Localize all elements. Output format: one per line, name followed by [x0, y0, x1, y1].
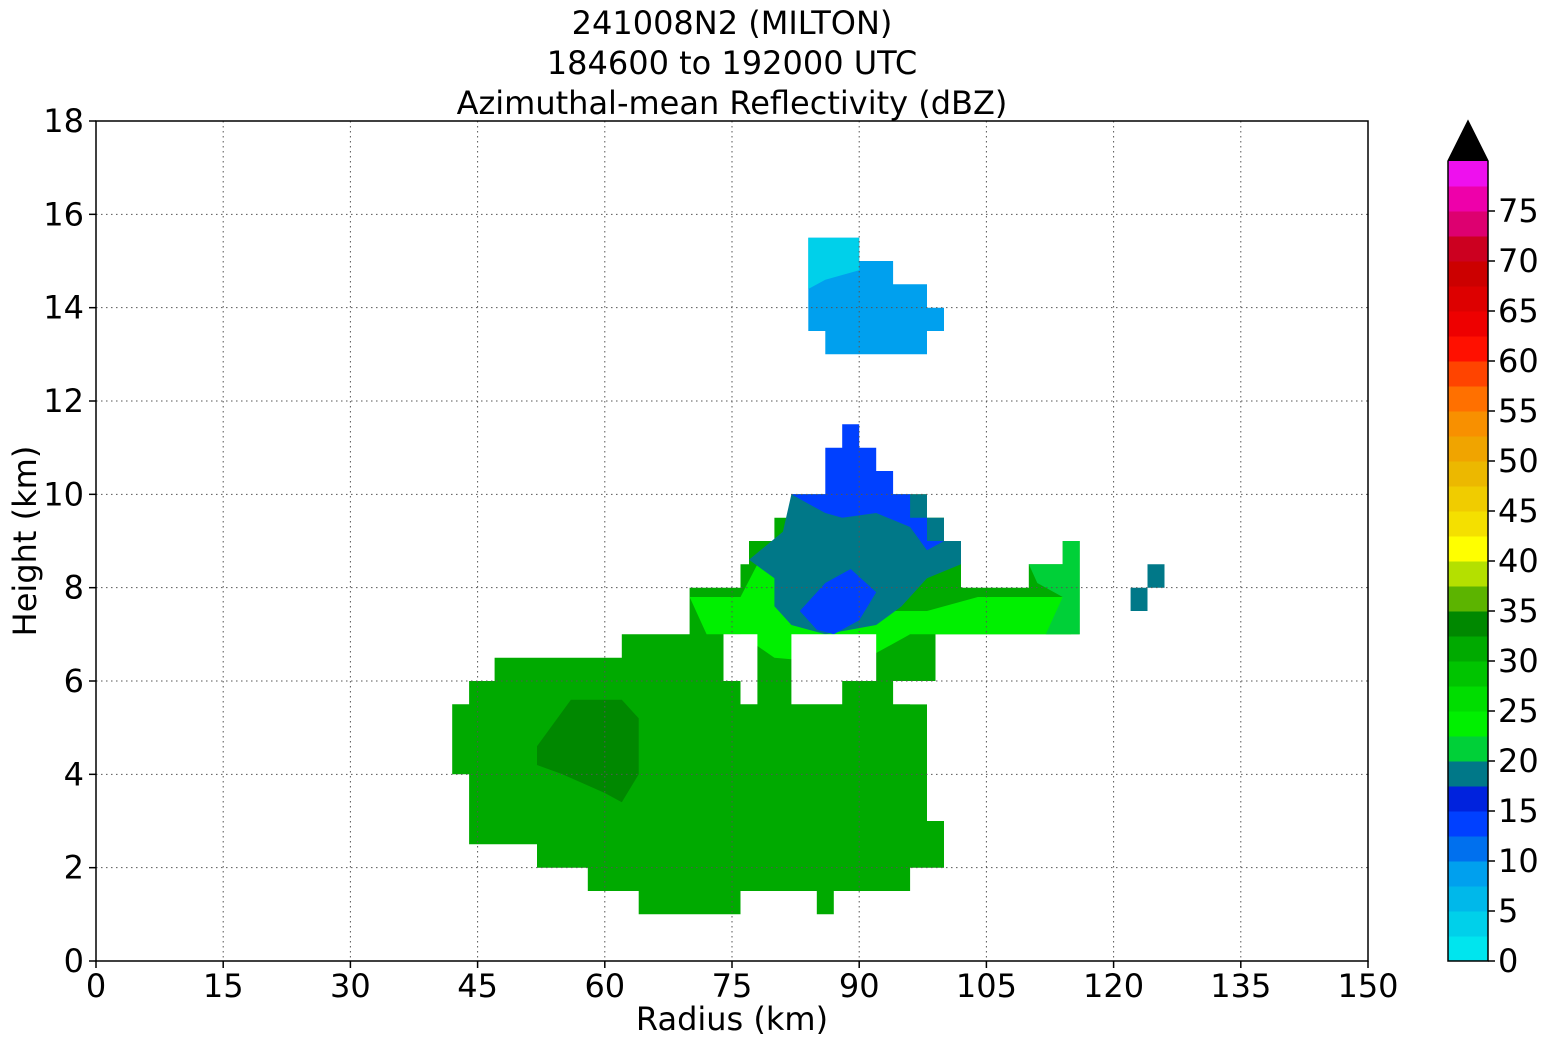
colorbar-tick-label: 70: [1498, 242, 1539, 280]
y-tick-label: 4: [64, 755, 84, 793]
colorbar-segment: [1448, 311, 1488, 337]
colorbar-segment: [1448, 836, 1488, 862]
x-tick-label: 60: [584, 967, 625, 1005]
y-tick-label: 8: [64, 569, 84, 607]
colorbar-tick-label: 60: [1498, 342, 1539, 380]
colorbar-tick-label: 5: [1498, 892, 1518, 930]
y-tick-label: 18: [43, 102, 84, 140]
colorbar-extend-arrow: [1448, 121, 1488, 161]
x-axis: 0 15 30 45 60 75 90 105 120 135 150: [86, 961, 1399, 1005]
colorbar-segment: [1448, 661, 1488, 687]
colorbar-tick-label: 15: [1498, 792, 1539, 830]
colorbar-segment: [1448, 161, 1488, 187]
x-tick-label: 90: [839, 967, 880, 1005]
colorbar-segment: [1448, 361, 1488, 387]
colorbar-segment: [1448, 786, 1488, 812]
plot-area: [452, 237, 1165, 915]
y-axis: 0 2 4 6 8 10 12 14 16 18: [43, 102, 96, 980]
reflectivity-region-2: [749, 494, 961, 635]
colorbar-segment: [1448, 411, 1488, 437]
colorbar-segment: [1448, 511, 1488, 537]
colorbar-tick-label: 50: [1498, 442, 1539, 480]
x-tick-label: 120: [1083, 967, 1144, 1005]
colorbar-segment: [1448, 911, 1488, 937]
colorbar-tick-label: 40: [1498, 542, 1539, 580]
colorbar-tick-label: 30: [1498, 642, 1539, 680]
y-tick-label: 0: [64, 942, 84, 980]
colorbar-segment: [1448, 586, 1488, 612]
colorbar-tick-label: 45: [1498, 492, 1539, 530]
colorbar-segment: [1448, 611, 1488, 637]
reflectivity-region-10: [808, 237, 860, 289]
reflectivity-region-3: [1028, 541, 1080, 635]
x-tick-label: 15: [203, 967, 244, 1005]
colorbar-tick-label: 0: [1498, 942, 1518, 980]
colorbar-segment: [1448, 461, 1488, 487]
y-tick-label: 2: [64, 849, 84, 887]
colorbar-tick-label: 65: [1498, 292, 1539, 330]
x-tick-label: 75: [712, 967, 753, 1005]
colorbar-tick-label: 25: [1498, 692, 1539, 730]
reflectivity-region-4: [791, 424, 944, 551]
colorbar-segment: [1448, 886, 1488, 912]
y-tick-label: 10: [43, 475, 84, 513]
colorbar-tick-label: 75: [1498, 192, 1539, 230]
colorbar-segment: [1448, 436, 1488, 462]
chart-title-line-3: Azimuthal-mean Reflectivity (dBZ): [456, 84, 1008, 122]
y-tick-label: 14: [43, 289, 84, 327]
colorbar-segment: [1448, 236, 1488, 262]
reflectivity-region-6: [1130, 564, 1165, 611]
colorbar: 0 5 10 15 20 25 30 35 40 45 50 55 60 65 70 75: [1447, 119, 1539, 980]
colorbar-segment: [1448, 636, 1488, 662]
colorbar-segment: [1448, 386, 1488, 412]
colorbar-segment: [1448, 711, 1488, 737]
y-tick-label: 12: [43, 382, 84, 420]
colorbar-tick-label: 10: [1498, 842, 1539, 880]
y-tick-label: 16: [43, 195, 84, 233]
colorbar-segment: [1448, 861, 1488, 887]
colorbar-segment: [1448, 336, 1488, 362]
x-tick-label: 150: [1337, 967, 1398, 1005]
colorbar-tick-label: 35: [1498, 592, 1539, 630]
colorbar-segment: [1448, 761, 1488, 787]
x-tick-label: 30: [330, 967, 371, 1005]
colorbar-segment: [1448, 186, 1488, 212]
colorbar-tick-label: 20: [1498, 742, 1539, 780]
x-tick-label: 0: [86, 967, 106, 1005]
colorbar-segment: [1448, 211, 1488, 237]
reflectivity-region-5: [799, 569, 877, 635]
colorbar-outline: [1447, 119, 1489, 962]
x-axis-label: Radius (km): [636, 1000, 828, 1038]
reflectivity-region-8: [537, 699, 639, 803]
colorbar-segment: [1448, 811, 1488, 837]
colorbar-segment: [1448, 561, 1488, 587]
colorbar-segment: [1448, 686, 1488, 712]
grid-lines: [96, 121, 1368, 961]
y-tick-label: 6: [64, 662, 84, 700]
no-data-region-0: [723, 634, 927, 705]
colorbar-segment: [1448, 486, 1488, 512]
colorbar-segment: [1448, 536, 1488, 562]
colorbar-segment: [1448, 736, 1488, 762]
colorbar-segment: [1448, 261, 1488, 287]
colorbar-segment: [1448, 936, 1488, 962]
colorbar-tick-label: 55: [1498, 392, 1539, 430]
colorbar-segment: [1448, 286, 1488, 312]
chart-title-line-1: 241008N2 (MILTON): [571, 4, 893, 42]
x-tick-label: 135: [1210, 967, 1271, 1005]
x-tick-label: 45: [457, 967, 498, 1005]
x-tick-label: 105: [956, 967, 1017, 1005]
y-axis-label: Height (km): [6, 446, 44, 637]
reflectivity-region-0: [452, 494, 1080, 915]
chart-title-line-2: 184600 to 192000 UTC: [546, 44, 918, 82]
